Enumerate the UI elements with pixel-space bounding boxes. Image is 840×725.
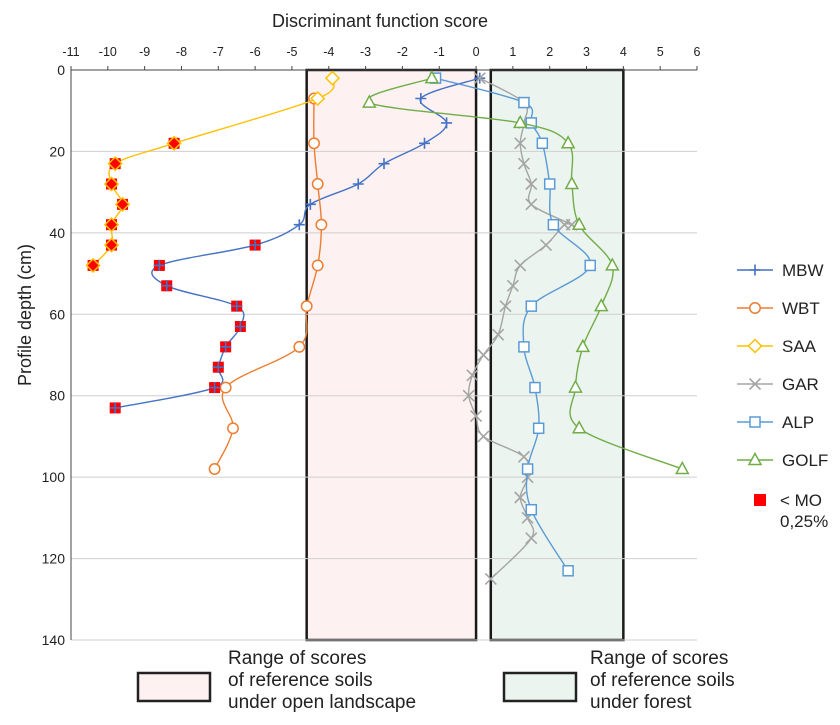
point-wbt-2 — [313, 179, 323, 189]
y-tick-label-100: 100 — [42, 469, 66, 485]
point-alp-13 — [563, 566, 573, 576]
point-wbt-3 — [316, 220, 326, 230]
x-tick-label--7: -7 — [213, 45, 224, 59]
x-tick-label-3: 3 — [583, 45, 590, 59]
legend-label-golf: GOLF — [782, 451, 828, 470]
point-wbt-8 — [228, 423, 238, 433]
point-wbt-6 — [294, 342, 304, 352]
legend-mo-label-line2: 0,25% — [780, 512, 828, 531]
y-tick-label-40: 40 — [49, 225, 65, 241]
legend-label-saa: SAA — [782, 337, 817, 356]
range-box-open-landscape — [307, 70, 476, 640]
point-alp-4 — [545, 179, 555, 189]
highlight-point-1 — [110, 158, 121, 169]
x-tick-label--6: -6 — [250, 45, 261, 59]
legend-label-gar: GAR — [782, 375, 819, 394]
legend-item-wbt: WBT — [737, 299, 820, 318]
legend-mo-swatch — [754, 494, 766, 506]
y-tick-label-80: 80 — [49, 388, 65, 404]
x-tick-label--8: -8 — [176, 45, 187, 59]
series-line-saa — [93, 78, 334, 265]
x-axis-title: Discriminant function score — [272, 11, 488, 31]
legend-item-golf: GOLF — [737, 451, 828, 470]
y-axis-title: Profile depth (cm) — [15, 244, 35, 386]
point-wbt-9 — [209, 464, 219, 474]
x-tick-label--10: -10 — [99, 45, 117, 59]
point-alp-1 — [519, 98, 529, 108]
highlight-point-2 — [106, 179, 117, 190]
x-tick-label--11: -11 — [62, 45, 79, 59]
legend-marker-mbw — [750, 265, 761, 276]
legend-marker-golf — [749, 454, 761, 465]
legend-item-alp: ALP — [737, 413, 814, 432]
x-tick-label-0: 0 — [473, 45, 480, 59]
range-legend-forest-line1: Range of scores — [590, 648, 728, 669]
x-tick-label--1: -1 — [434, 45, 445, 59]
x-tick-label--2: -2 — [397, 45, 408, 59]
y-tick-label-60: 60 — [49, 306, 65, 322]
x-tick-label--9: -9 — [139, 45, 150, 59]
series-saa — [87, 72, 339, 272]
legend-item-mbw: MBW — [737, 261, 824, 280]
range-legend-open-swatch — [138, 673, 210, 701]
legend-item-gar: GAR — [737, 375, 819, 394]
point-gar-18 — [478, 431, 489, 442]
point-alp-9 — [530, 383, 540, 393]
y-tick-label-140: 140 — [42, 632, 66, 648]
highlight-point-5 — [106, 240, 117, 251]
x-tick-label--4: -4 — [323, 45, 334, 59]
y-tick-label-0: 0 — [57, 62, 65, 78]
legend-mo-label-line1: < MO — [780, 491, 822, 510]
point-wbt-4 — [313, 260, 323, 270]
range-legend-forest-line3: under forest — [590, 692, 692, 713]
legend-marker-alp — [750, 417, 760, 427]
x-tick-label--3: -3 — [360, 45, 371, 59]
highlight-point-0 — [169, 138, 180, 149]
range-legend-open-line2: of reference soils — [228, 670, 373, 691]
x-tick-label-6: 6 — [694, 45, 701, 59]
x-tick-label-1: 1 — [509, 45, 516, 59]
point-alp-5 — [548, 220, 558, 230]
legend-label-mbw: MBW — [782, 261, 824, 280]
x-tick-label-2: 2 — [546, 45, 553, 59]
point-alp-10 — [534, 423, 544, 433]
x-tick-label--5: -5 — [286, 45, 297, 59]
y-tick-label-120: 120 — [42, 551, 66, 567]
highlight-markers — [87, 137, 261, 414]
highlight-point-3 — [117, 199, 128, 210]
point-alp-12 — [526, 505, 536, 515]
point-alp-8 — [519, 342, 529, 352]
range-legend-forest-swatch — [504, 673, 576, 701]
point-alp-3 — [537, 138, 547, 148]
highlight-point-6 — [88, 260, 99, 271]
x-tick-label-4: 4 — [620, 45, 627, 59]
point-wbt-5 — [301, 301, 311, 311]
point-wbt-1 — [309, 138, 319, 148]
legend-label-wbt: WBT — [782, 299, 820, 318]
range-legend-open-line3: under open landscape — [228, 692, 416, 713]
legend-label-alp: ALP — [782, 413, 814, 432]
legend-item-saa: SAA — [737, 337, 817, 356]
legend-marker-wbt — [750, 303, 760, 313]
range-legend-open: Range of scores of reference soils under… — [138, 648, 416, 713]
x-tick-label-5: 5 — [657, 45, 664, 59]
legend: MBW WBT SAA GAR ALP GOLF < MO 0,25% — [737, 261, 828, 531]
highlight-point-4 — [106, 219, 117, 230]
point-wbt-7 — [220, 382, 230, 392]
range-boxes — [307, 70, 624, 640]
point-alp-6 — [585, 260, 595, 270]
point-gar-14 — [478, 350, 489, 361]
range-legend-forest: Range of scores of reference soils under… — [504, 648, 735, 713]
series-line-wbt — [215, 99, 322, 470]
range-legend-forest-line2: of reference soils — [590, 670, 735, 691]
point-alp-11 — [523, 464, 533, 474]
y-tick-label-20: 20 — [49, 143, 65, 159]
point-alp-7 — [526, 301, 536, 311]
legend-marker-saa — [749, 340, 762, 353]
range-legend-open-line1: Range of scores — [228, 648, 366, 669]
